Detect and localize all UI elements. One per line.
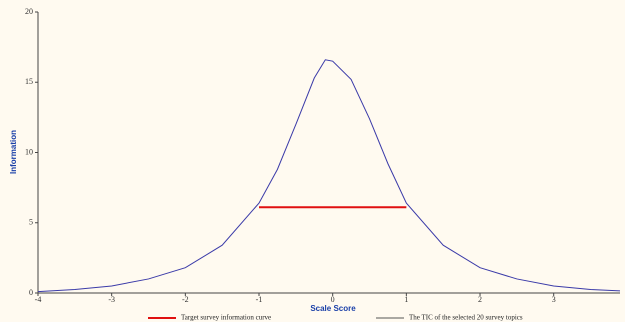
- y-tick-label: 20: [25, 7, 33, 16]
- y-axis-title: Information: [9, 130, 18, 174]
- x-tick-label: 0: [331, 295, 335, 304]
- y-tick-label: 5: [29, 218, 33, 227]
- x-tick-label: -1: [256, 295, 263, 304]
- x-tick-label: 3: [552, 295, 556, 304]
- x-tick-label: -4: [35, 295, 42, 304]
- y-tick-label: 10: [25, 147, 33, 156]
- legend-label: The TIC of the selected 20 survey topics: [409, 314, 523, 322]
- series-line: [37, 59, 621, 293]
- x-tick-label: 1: [404, 295, 408, 304]
- y-tick-label: 0: [29, 288, 33, 297]
- x-tick-label: 2: [478, 295, 482, 304]
- legend-label: Target survey information curve: [181, 314, 271, 322]
- y-tick-label: 15: [25, 77, 33, 86]
- x-tick-label: -3: [108, 295, 115, 304]
- x-axis-title: Scale Score: [310, 304, 356, 313]
- x-tick-label: -2: [182, 295, 189, 304]
